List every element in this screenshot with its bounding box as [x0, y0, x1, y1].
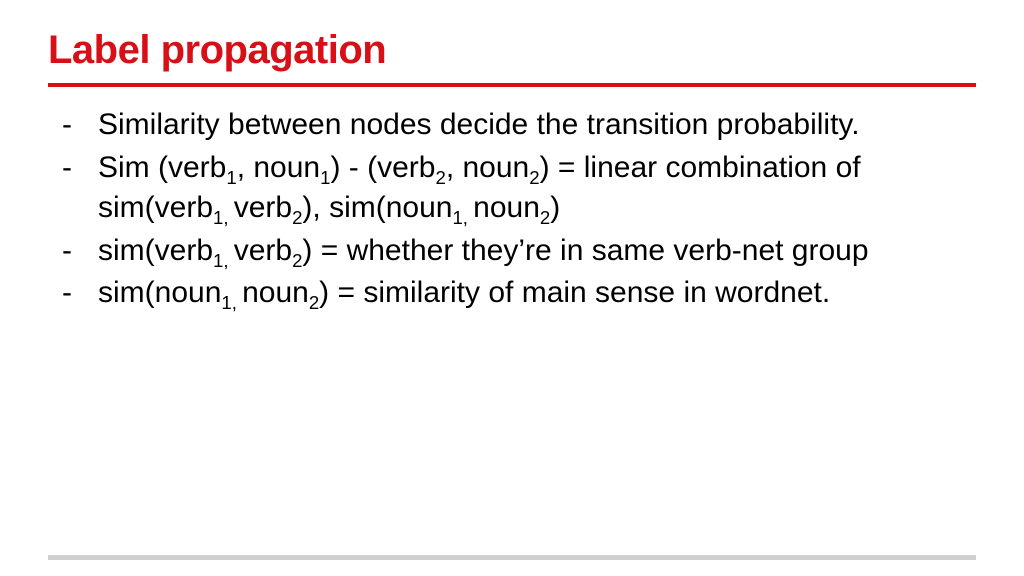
title-rule — [48, 83, 976, 87]
subscript: 1, — [213, 207, 234, 228]
text-run: noun — [242, 276, 309, 309]
footer-bar — [48, 555, 976, 560]
text-run: ), sim(noun — [302, 191, 452, 224]
text-run: ) - (verb — [330, 151, 435, 184]
bullet-item: Similarity between nodes decide the tran… — [48, 105, 976, 146]
slide: Label propagation Similarity between nod… — [0, 0, 1024, 576]
text-run: Similarity between nodes decide the tran… — [98, 108, 860, 141]
text-run: sim(verb — [98, 234, 213, 267]
bullet-list: Similarity between nodes decide the tran… — [48, 105, 976, 314]
bullet-item: sim(noun1, noun2) = similarity of main s… — [48, 273, 976, 314]
subscript: 2 — [292, 250, 302, 271]
subscript: 2 — [309, 292, 319, 313]
text-run: verb — [234, 234, 292, 267]
text-run: verb — [234, 191, 292, 224]
subscript: 1 — [320, 167, 330, 188]
text-run: noun — [473, 191, 540, 224]
text-run: sim(noun — [98, 276, 221, 309]
subscript: 2 — [529, 167, 539, 188]
subscript: 1 — [226, 167, 236, 188]
subscript: 2 — [435, 167, 445, 188]
text-run: , noun — [446, 151, 529, 184]
subscript: 2 — [292, 207, 302, 228]
bullet-item: Sim (verb1, noun1) - (verb2, noun2) = li… — [48, 148, 976, 229]
text-run: ) = whether they’re in same verb-net gro… — [302, 234, 868, 267]
subscript: 2 — [540, 207, 550, 228]
subscript: 1, — [452, 207, 473, 228]
text-run: , noun — [237, 151, 320, 184]
bullet-item: sim(verb1, verb2) = whether they’re in s… — [48, 231, 976, 272]
subscript: 1, — [213, 250, 234, 271]
text-run: Sim (verb — [98, 151, 226, 184]
text-run: ) = similarity of main sense in wordnet. — [319, 276, 830, 309]
text-run: ) — [550, 191, 560, 224]
subscript: 1, — [221, 292, 242, 313]
slide-title: Label propagation — [48, 28, 976, 73]
